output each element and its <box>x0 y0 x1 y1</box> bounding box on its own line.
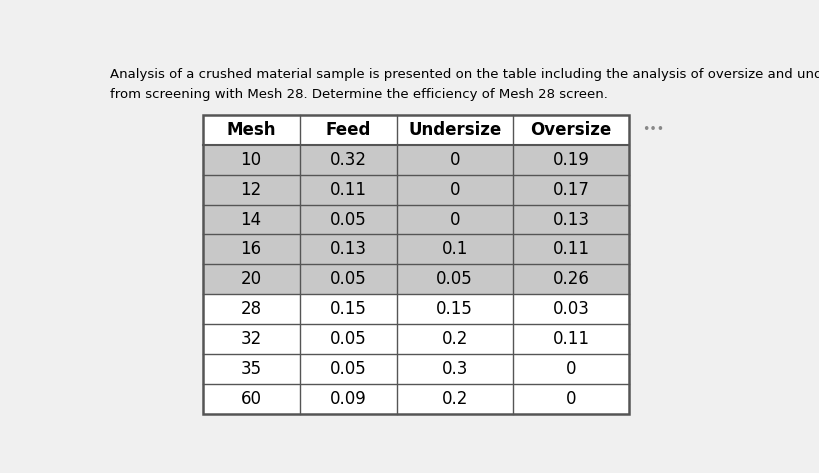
Bar <box>300 324 396 354</box>
Text: Feed: Feed <box>325 121 371 139</box>
Bar <box>396 324 513 354</box>
Text: 0.26: 0.26 <box>553 270 590 288</box>
Bar <box>513 264 629 294</box>
Text: 0.2: 0.2 <box>441 330 468 348</box>
Text: 0: 0 <box>566 390 577 408</box>
Bar <box>202 145 300 175</box>
Text: 12: 12 <box>241 181 262 199</box>
Text: Analysis of a crushed material sample is presented on the table including the an: Analysis of a crushed material sample is… <box>110 68 819 81</box>
Text: 0: 0 <box>566 360 577 378</box>
Text: •••: ••• <box>642 123 664 137</box>
Bar <box>396 235 513 264</box>
Text: 0.05: 0.05 <box>330 330 366 348</box>
Bar <box>513 294 629 324</box>
Bar <box>396 115 513 145</box>
Bar <box>202 205 300 235</box>
Bar <box>202 294 300 324</box>
Bar <box>513 384 629 414</box>
Text: 14: 14 <box>241 210 262 228</box>
Text: 60: 60 <box>241 390 261 408</box>
Bar <box>396 175 513 205</box>
Text: 0.11: 0.11 <box>553 330 590 348</box>
Bar <box>202 235 300 264</box>
Text: 16: 16 <box>241 240 262 258</box>
Text: 0.09: 0.09 <box>330 390 366 408</box>
Text: 0.03: 0.03 <box>553 300 590 318</box>
Bar <box>202 175 300 205</box>
Bar <box>513 205 629 235</box>
Text: 0.11: 0.11 <box>329 181 367 199</box>
Text: 0.32: 0.32 <box>329 151 367 169</box>
Bar <box>300 384 396 414</box>
Bar <box>396 205 513 235</box>
Text: 0.1: 0.1 <box>441 240 468 258</box>
Text: 0.3: 0.3 <box>441 360 468 378</box>
Text: 0.05: 0.05 <box>330 210 366 228</box>
Bar <box>202 264 300 294</box>
Text: 0.05: 0.05 <box>330 270 366 288</box>
Bar <box>202 115 300 145</box>
Text: 0.05: 0.05 <box>330 360 366 378</box>
Text: 28: 28 <box>241 300 262 318</box>
Text: 0.17: 0.17 <box>553 181 590 199</box>
Text: 0.13: 0.13 <box>329 240 367 258</box>
Bar <box>202 384 300 414</box>
Bar <box>396 384 513 414</box>
Bar <box>300 205 396 235</box>
Text: Mesh: Mesh <box>226 121 276 139</box>
Text: from screening with Mesh 28. Determine the efficiency of Mesh 28 screen.: from screening with Mesh 28. Determine t… <box>110 88 608 101</box>
Text: 10: 10 <box>241 151 262 169</box>
Bar <box>300 294 396 324</box>
Bar <box>300 235 396 264</box>
Text: 35: 35 <box>241 360 262 378</box>
Text: 0.05: 0.05 <box>437 270 473 288</box>
Bar <box>513 175 629 205</box>
Bar <box>513 115 629 145</box>
Bar <box>300 115 396 145</box>
Bar <box>300 354 396 384</box>
Bar <box>513 235 629 264</box>
Bar <box>396 354 513 384</box>
Text: Oversize: Oversize <box>531 121 612 139</box>
Bar <box>513 354 629 384</box>
Bar <box>396 294 513 324</box>
Text: Undersize: Undersize <box>408 121 501 139</box>
Bar <box>300 175 396 205</box>
Text: 0: 0 <box>450 210 460 228</box>
Text: 32: 32 <box>241 330 262 348</box>
Bar <box>202 354 300 384</box>
Bar <box>513 324 629 354</box>
Bar <box>513 145 629 175</box>
Text: 0.2: 0.2 <box>441 390 468 408</box>
Text: 0.15: 0.15 <box>437 300 473 318</box>
Bar <box>202 324 300 354</box>
Bar <box>396 264 513 294</box>
Bar <box>300 145 396 175</box>
Text: 0: 0 <box>450 181 460 199</box>
Text: 0.19: 0.19 <box>553 151 590 169</box>
Text: 20: 20 <box>241 270 262 288</box>
Bar <box>396 145 513 175</box>
Text: 0.13: 0.13 <box>553 210 590 228</box>
Text: 0: 0 <box>450 151 460 169</box>
Bar <box>300 264 396 294</box>
Text: 0.15: 0.15 <box>329 300 367 318</box>
Text: 0.11: 0.11 <box>553 240 590 258</box>
